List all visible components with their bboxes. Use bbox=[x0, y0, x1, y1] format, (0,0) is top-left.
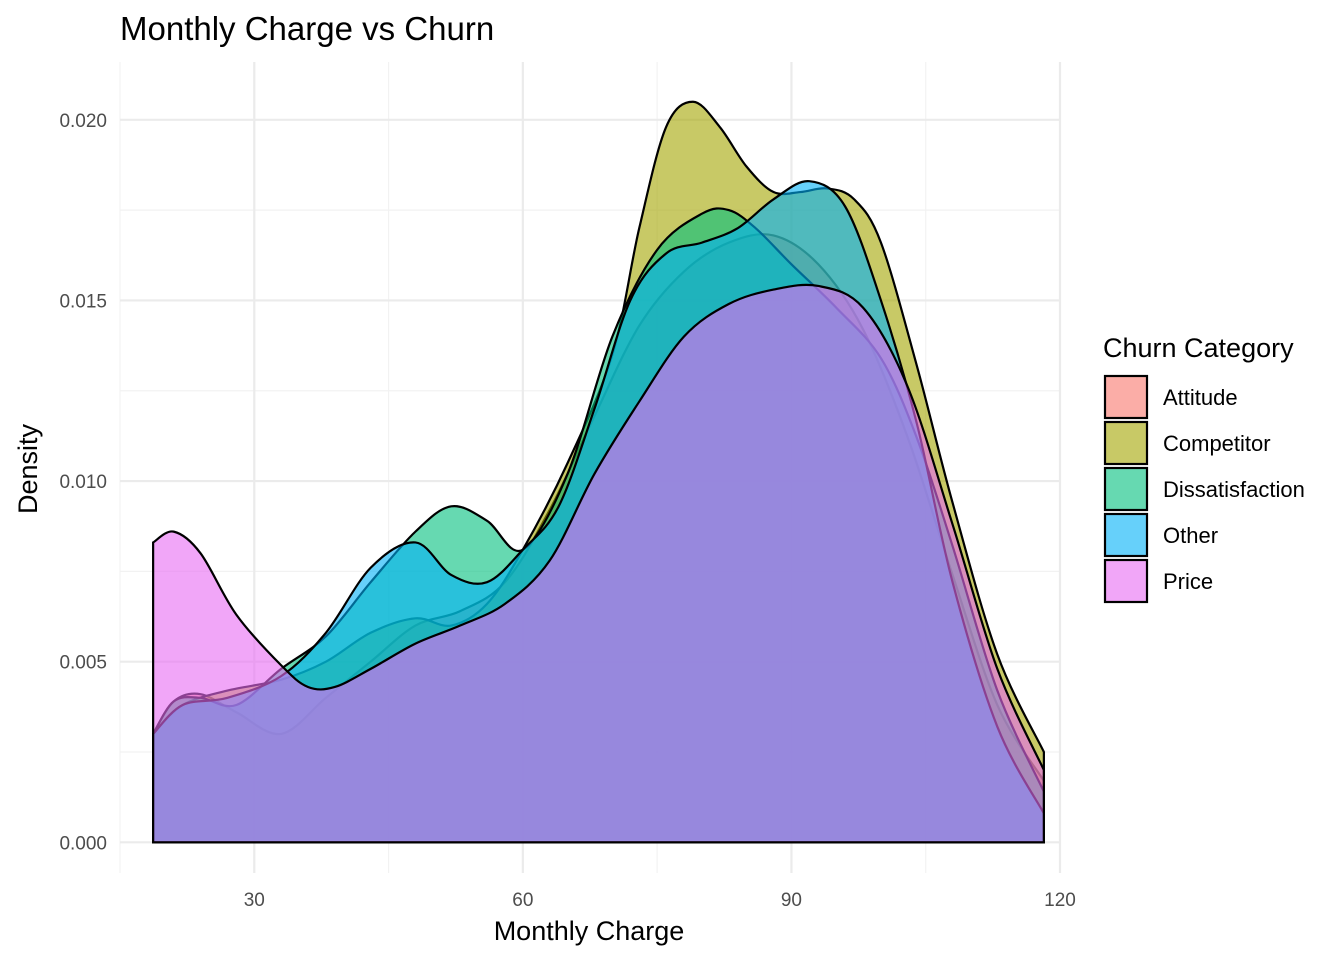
legend-key-other bbox=[1103, 512, 1149, 558]
legend-key-competitor bbox=[1103, 420, 1149, 466]
legend-item-competitor: Competitor bbox=[1103, 420, 1271, 466]
legend-item-dissatisfaction: Dissatisfaction bbox=[1103, 466, 1305, 512]
chart-title: Monthly Charge vs Churn bbox=[120, 10, 494, 47]
legend-label-competitor: Competitor bbox=[1163, 431, 1271, 456]
x-axis-title: Monthly Charge bbox=[494, 916, 685, 946]
density-areas bbox=[152, 100, 1045, 844]
legend-items: Attitude Competitor Dissatisfaction Other Pr… bbox=[1103, 374, 1305, 604]
legend-label-price: Price bbox=[1163, 569, 1213, 594]
legend-item-other: Other bbox=[1103, 512, 1218, 558]
y-tick-label: 0.010 bbox=[59, 472, 107, 493]
y-tick-label: 0.020 bbox=[59, 111, 107, 132]
y-tick-label: 0.015 bbox=[59, 291, 107, 312]
legend-title: Churn Category bbox=[1103, 333, 1294, 363]
legend-key-price bbox=[1103, 558, 1149, 604]
legend: Churn Category Attitude Competitor Dissati… bbox=[1103, 333, 1305, 604]
legend-label-other: Other bbox=[1163, 523, 1218, 548]
y-tick-label: 0.005 bbox=[59, 653, 107, 674]
legend-label-dissatisfaction: Dissatisfaction bbox=[1163, 477, 1305, 502]
density-area-price bbox=[152, 283, 1045, 844]
x-tick-label: 30 bbox=[244, 890, 265, 911]
legend-item-price: Price bbox=[1103, 558, 1213, 604]
x-axis-ticks: 30 60 90 120 bbox=[244, 890, 1076, 911]
y-axis-ticks: 0.000 0.005 0.010 0.015 0.020 bbox=[59, 111, 107, 854]
legend-label-attitude: Attitude bbox=[1163, 385, 1238, 410]
legend-item-attitude: Attitude bbox=[1103, 374, 1238, 420]
x-tick-label: 90 bbox=[781, 890, 802, 911]
x-tick-label: 120 bbox=[1044, 890, 1076, 911]
y-axis-title: Density bbox=[13, 423, 43, 514]
legend-key-dissatisfaction bbox=[1103, 466, 1149, 512]
legend-key-attitude bbox=[1103, 374, 1149, 420]
y-tick-label: 0.000 bbox=[59, 833, 107, 854]
x-tick-label: 60 bbox=[512, 890, 533, 911]
